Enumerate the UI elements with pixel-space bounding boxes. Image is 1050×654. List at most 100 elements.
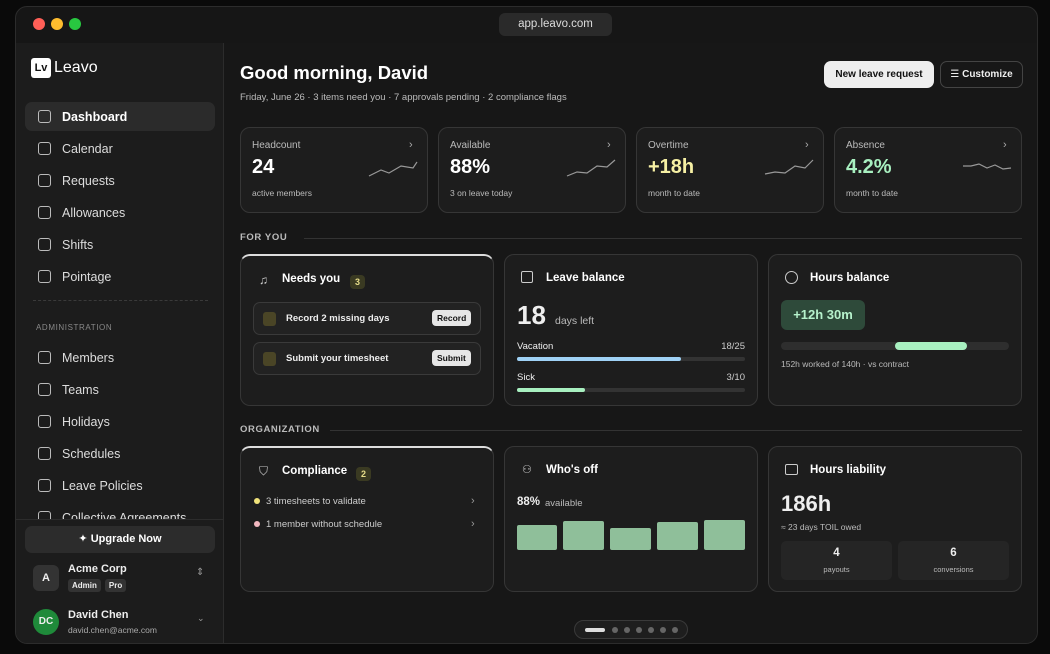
days-unit: days left [555,315,595,327]
bell-icon: ♫ [259,273,268,287]
pager [574,620,688,639]
pager-dot[interactable] [672,627,678,633]
nav-label: Dashboard [62,109,128,124]
sparkline [961,154,1015,180]
stat-box: 4 payouts [781,541,892,580]
sparkline-path [566,159,616,177]
org-badges: Admin Pro [68,579,127,592]
stat-card[interactable]: Overtime › +18h month to date [636,127,824,213]
customize-label: Customize [962,69,1013,80]
flag-text[interactable]: 3 timesheets to validate [266,496,366,507]
pager-dot[interactable] [612,627,618,633]
row-label: Vacation [517,341,554,352]
upgrade-label: Upgrade Now [90,533,162,545]
org-name: Acme Corp [68,563,127,575]
box-label: conversions [933,565,974,574]
box-value: 4 [833,547,840,559]
nav-item[interactable]: Schedules [25,439,215,468]
task-action[interactable]: Record [432,310,472,326]
task-row[interactable]: Submit your timesheet Submit [253,342,481,375]
nav-item[interactable]: Shifts [25,230,215,259]
stat-box: 6 conversions [898,541,1009,580]
user-email: david.chen@acme.com [68,625,157,635]
row-value: 3/10 [726,372,746,383]
sparkline [565,154,619,180]
user-avatar: DC [33,609,59,635]
new-request-button[interactable]: New leave request [824,61,934,88]
shield-icon: ⛉ [259,464,269,478]
close-dot[interactable] [33,18,45,30]
stat-value: 88% [450,156,491,178]
progress-track [517,357,745,361]
greeting: Good morning, David [240,62,429,83]
nav-item[interactable]: Requests [25,166,215,195]
liability-value: 186h [781,491,832,516]
nav-label: Members [62,350,115,365]
nav-item[interactable]: Calendar [25,134,215,163]
sparkline-path [963,163,1012,170]
task-text: Record 2 missing days [286,313,390,324]
balance-fill [895,342,967,350]
chevron: › [471,495,475,507]
pager-dot[interactable] [624,627,630,633]
wallet-icon [785,464,798,475]
section-heading: FOR YOU [240,232,288,243]
url-bar[interactable]: app.leavo.com [499,13,612,36]
pager-dot[interactable] [636,627,642,633]
day-bar [517,525,557,550]
pager-dot[interactable] [660,627,666,633]
clock-icon [785,271,798,284]
stat-caption: month to date [846,188,898,198]
stat-card[interactable]: Headcount › 24 active members [240,127,428,213]
max-dot[interactable] [69,18,81,30]
progress-fill [517,388,586,392]
flag-text[interactable]: 1 member without schedule [266,519,383,530]
task-text: Submit your timesheet [286,353,389,364]
task-row[interactable]: Record 2 missing days Record [253,302,481,335]
count: 3 [350,272,366,290]
nav-icon [38,238,51,251]
nav-label: Collective Agreements [62,510,187,520]
org-switch[interactable]: ⇕ [196,567,205,578]
sparkline-svg [566,159,616,177]
chevron: › [1003,139,1007,151]
task-action[interactable]: Submit [432,350,471,366]
nav-item[interactable]: Holidays [25,407,215,436]
card-title: Hours balance [810,272,890,284]
nav-label: Allowances [62,205,126,220]
card-title: Compliance [282,465,348,477]
nav-item[interactable]: Dashboard [25,102,215,131]
nav-item[interactable]: Pointage [25,262,215,291]
badge: Pro [104,579,127,592]
stat-label: Absence [846,140,885,151]
sliders-icon: ☰ [950,69,963,80]
leave-balance-card: Leave balance 18 days left Vacation 18/25… [504,254,758,406]
customize-button[interactable]: ☰ Customize [940,61,1023,88]
nav-item[interactable]: Teams [25,375,215,404]
nav-icon [38,270,51,283]
nav-label: Requests [62,173,115,188]
upgrade-button[interactable]: ✦ Upgrade Now [25,526,215,553]
card-title: Leave balance [546,272,625,284]
nav-item[interactable]: Collective Agreements [25,503,215,519]
pager-dot[interactable] [648,627,654,633]
main: Good morning, David Friday, June 26 · 3 … [224,43,1037,643]
days-value: 18 [517,300,546,330]
sparkline-svg [764,159,814,175]
count-badge: 3 [350,275,366,289]
stat-card[interactable]: Available › 88% 3 on leave today [438,127,626,213]
nav-item[interactable]: Leave Policies [25,471,215,500]
sparkline [367,154,421,180]
app-window: app.leavo.com Lv Leavo ADMINISTRATION Me… [15,6,1038,644]
pager-active[interactable] [585,628,605,632]
stat-card[interactable]: Absence › 4.2% month to date [834,127,1022,213]
card-title: Hours liability [810,464,887,476]
user-menu[interactable]: ⌄ [197,613,205,623]
box-value: 6 [950,547,957,559]
section-heading: ORGANIZATION [240,424,320,435]
nav-item[interactable]: Allowances [25,198,215,227]
nav-label: Holidays [62,414,110,429]
day-bar [704,520,745,550]
min-dot[interactable] [51,18,63,30]
nav-item[interactable]: Members [25,343,215,372]
